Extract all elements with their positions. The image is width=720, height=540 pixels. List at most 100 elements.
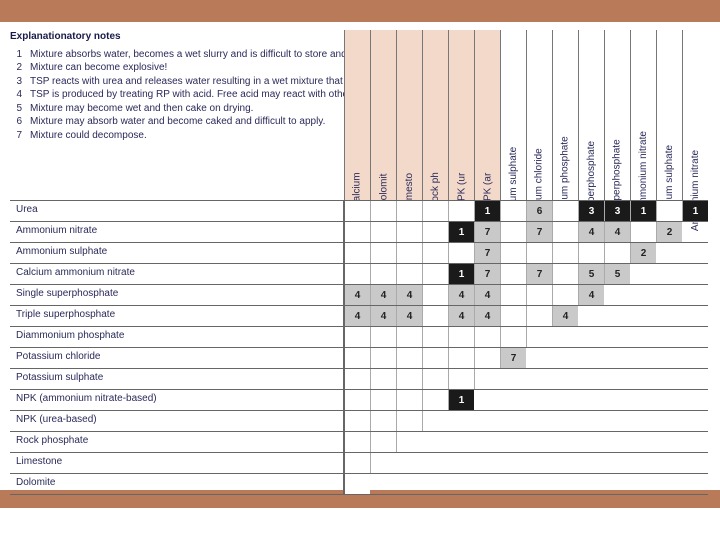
matrix-cell: [370, 201, 396, 221]
matrix-cell-blank: [500, 369, 526, 389]
matrix-cell-blank: [682, 348, 708, 368]
matrix-cell: [344, 432, 370, 452]
matrix-cell: 7: [526, 264, 552, 284]
matrix-cell: 4: [396, 285, 422, 305]
matrix-cell: [552, 222, 578, 242]
matrix-cell-blank: [526, 348, 552, 368]
matrix-cell-blank: [682, 432, 708, 452]
matrix-cell-blank: [682, 474, 708, 494]
row-label: Rock phosphate: [10, 432, 344, 452]
matrix-cell-blank: [630, 348, 656, 368]
matrix-cell: [552, 285, 578, 305]
frame-pad: [0, 508, 720, 540]
note-number: 1: [10, 48, 22, 62]
matrix-cell-blank: [552, 411, 578, 431]
matrix-cell: [396, 432, 422, 452]
matrix-cell: [370, 390, 396, 410]
matrix-cell: [474, 348, 500, 368]
matrix-cell: [396, 369, 422, 389]
column-header: Triple superphosphate: [578, 30, 604, 200]
matrix-cell: 4: [604, 222, 630, 242]
matrix-cell: [474, 369, 500, 389]
matrix-cell-blank: [448, 411, 474, 431]
note-number: 2: [10, 61, 22, 75]
matrix-cell: 7: [474, 264, 500, 284]
matrix-cell-blank: [552, 453, 578, 473]
matrix-cell: 4: [370, 306, 396, 326]
matrix-cell-blank: [682, 453, 708, 473]
matrix-cell-blank: [630, 411, 656, 431]
matrix-cell: [344, 453, 370, 473]
matrix-cell: [396, 348, 422, 368]
matrix-cell-blank: [656, 327, 682, 347]
matrix-cell-blank: [630, 306, 656, 326]
matrix-cell: [344, 411, 370, 431]
matrix-cell: [396, 243, 422, 263]
matrix-cell-blank: [396, 474, 422, 494]
matrix-cell: [630, 222, 656, 242]
matrix-cell-blank: [630, 474, 656, 494]
row-cells: 444444: [344, 306, 708, 326]
matrix-cell: 1: [448, 390, 474, 410]
matrix-cell-blank: [578, 432, 604, 452]
matrix-cell-blank: [656, 453, 682, 473]
matrix-cell: [448, 348, 474, 368]
matrix-cell-blank: [630, 390, 656, 410]
note-number: 3: [10, 75, 22, 89]
row-cells: 7: [344, 348, 708, 368]
matrix-cell-blank: [448, 432, 474, 452]
matrix-cell: [370, 327, 396, 347]
table-row: Urea163311: [10, 200, 708, 221]
table-row: Ammonium sulphate72: [10, 242, 708, 263]
row-cells: [344, 411, 708, 431]
table-row: Calcium ammonium nitrate17755: [10, 263, 708, 284]
row-label: Potassium chloride: [10, 348, 344, 368]
matrix-cell-blank: [578, 306, 604, 326]
row-cells: 163311: [344, 201, 708, 221]
matrix-cell: [370, 264, 396, 284]
matrix-cell-blank: [552, 327, 578, 347]
matrix-cell-blank: [656, 348, 682, 368]
matrix-cell: [370, 432, 396, 452]
matrix-cell-blank: [656, 264, 682, 284]
row-label: Dolomite: [10, 474, 344, 494]
matrix-cell: 4: [578, 285, 604, 305]
row-cells: 177442: [344, 222, 708, 242]
matrix-cell-blank: [682, 411, 708, 431]
matrix-cell-blank: [500, 453, 526, 473]
matrix-cell-blank: [682, 285, 708, 305]
matrix-cell: 4: [448, 306, 474, 326]
matrix-cell: 4: [448, 285, 474, 305]
row-cells: [344, 327, 708, 347]
matrix-cell: [474, 327, 500, 347]
row-label: Potassium sulphate: [10, 369, 344, 389]
matrix-cell: 1: [448, 264, 474, 284]
matrix-cell-blank: [474, 453, 500, 473]
matrix-cell: [422, 222, 448, 242]
matrix-cell: [422, 327, 448, 347]
note-text: Mixture may become wet and then cake on …: [30, 102, 253, 116]
matrix-cell: [344, 264, 370, 284]
matrix-cell: [344, 201, 370, 221]
matrix-cell: [344, 327, 370, 347]
note-text: Mixture absorbs water, becomes a wet slu…: [30, 48, 375, 62]
matrix-cell-blank: [656, 285, 682, 305]
column-header: Single superphosphate: [604, 30, 630, 200]
matrix-cell: [552, 201, 578, 221]
matrix-cell: [526, 285, 552, 305]
column-header: Ammonium nitrate: [682, 30, 708, 200]
matrix-cell: [422, 243, 448, 263]
matrix-cell: 4: [474, 285, 500, 305]
matrix-cell: [422, 369, 448, 389]
column-header: Calcium: [344, 30, 370, 200]
matrix-cell: [500, 243, 526, 263]
matrix-cell-blank: [474, 432, 500, 452]
matrix-cell: 2: [656, 222, 682, 242]
matrix-cell: [396, 327, 422, 347]
matrix-cell-blank: [474, 474, 500, 494]
matrix-cell-blank: [682, 222, 708, 242]
matrix-cell: 1: [448, 222, 474, 242]
matrix-cell-blank: [552, 390, 578, 410]
matrix-cell-blank: [630, 453, 656, 473]
matrix-cell: [422, 348, 448, 368]
